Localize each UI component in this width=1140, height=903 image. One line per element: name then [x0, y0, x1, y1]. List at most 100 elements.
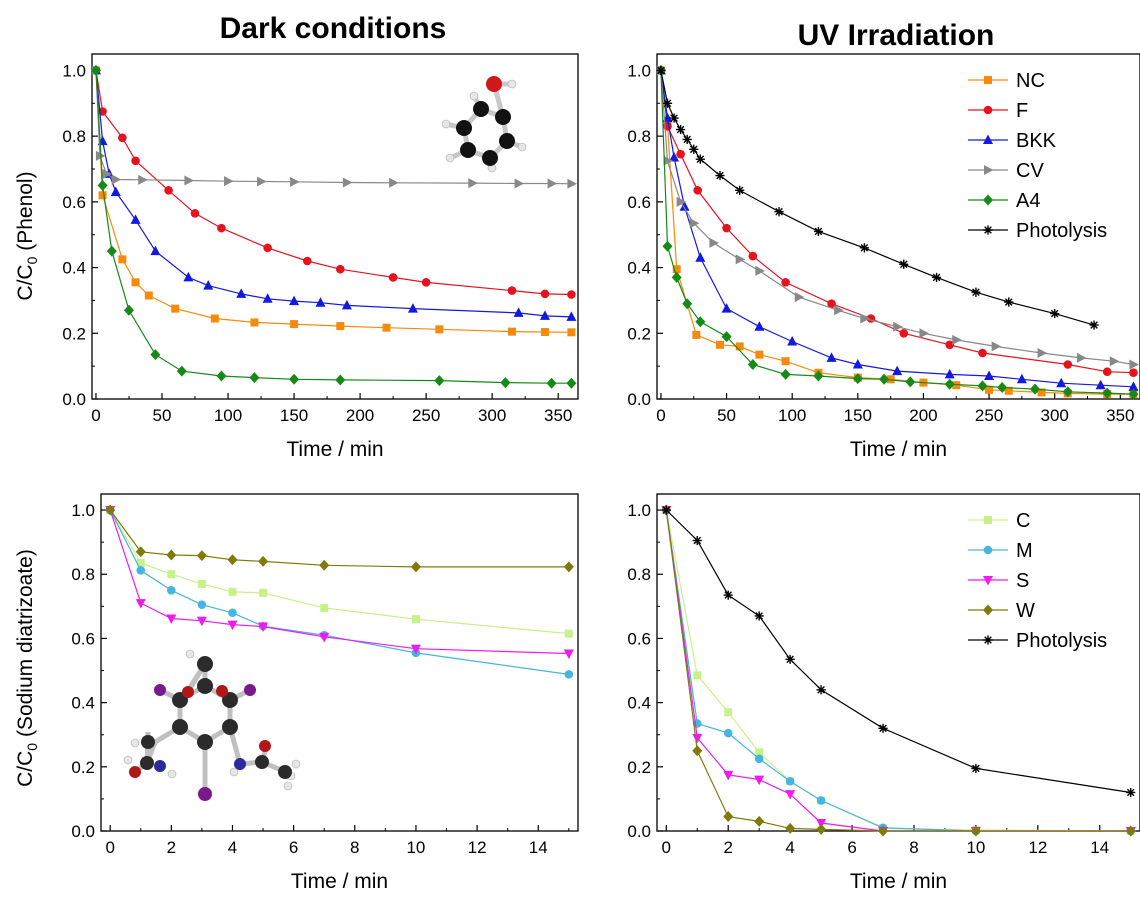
data-point [662, 98, 673, 108]
data-point [290, 176, 300, 187]
data-point [216, 370, 227, 382]
data-point [689, 144, 699, 154]
y-tick-label: 0.0 [627, 822, 651, 841]
plot-frame [91, 53, 579, 400]
data-point [166, 614, 177, 625]
data-point [672, 265, 681, 274]
data-point [671, 271, 682, 283]
x-tick-label: 6 [289, 838, 298, 857]
data-point [564, 670, 574, 679]
data-point [952, 381, 961, 390]
data-point [859, 243, 869, 253]
data-point [540, 327, 549, 336]
x-axis-label: Time / min [850, 870, 947, 893]
data-point [695, 316, 706, 328]
series-line [109, 509, 569, 568]
data-point [755, 350, 764, 359]
data-point [945, 340, 954, 350]
x-tick-label: 50 [717, 406, 736, 425]
y-tick-label: 0.6 [627, 629, 651, 648]
data-point [335, 264, 345, 274]
data-point [781, 357, 790, 366]
series-cv [91, 65, 577, 189]
data-point [1095, 379, 1106, 390]
series-c [662, 506, 1135, 835]
x-tick-label: 0 [662, 838, 671, 857]
data-point [984, 370, 995, 380]
x-tick-label: 100 [214, 406, 242, 425]
data-point [676, 196, 687, 207]
legend-label: M [1016, 540, 1033, 562]
x-tick-label: 300 [1041, 406, 1069, 425]
data-point [130, 214, 141, 224]
series-nc [91, 66, 576, 337]
data-point [566, 377, 577, 389]
x-tick-label: 250 [412, 406, 440, 425]
data-point [434, 375, 445, 387]
data-point [893, 321, 903, 332]
data-point [547, 178, 558, 189]
data-point [971, 287, 981, 297]
data-point [217, 223, 226, 233]
plot-frame [100, 493, 579, 832]
plots-layer: 0 50 100 150 200 250 300 3500.00.20.40.60.81.0T… [62, 53, 1140, 893]
data-point [1089, 320, 1099, 330]
data-point [852, 359, 863, 369]
data-point [227, 554, 238, 566]
data-point [227, 620, 238, 631]
data-point [105, 504, 116, 516]
data-point [780, 368, 791, 380]
data-point [228, 587, 237, 596]
y-tick-label: 1.0 [627, 501, 651, 520]
data-point [689, 218, 700, 229]
data-point [566, 311, 577, 321]
plot-frame [656, 53, 1140, 400]
y-tick-label: 0.2 [627, 324, 651, 343]
x-tick-label: 200 [909, 406, 937, 425]
series-line [665, 509, 1131, 832]
data-point [899, 328, 909, 338]
series-line [660, 70, 1134, 366]
data-point [150, 245, 161, 256]
x-tick-label: 10 [966, 838, 985, 857]
data-point [723, 590, 733, 600]
series-line [665, 509, 1131, 832]
x-tick-label: 14 [1090, 838, 1109, 857]
data-point [1076, 352, 1087, 363]
data-point [952, 334, 962, 345]
series-s [105, 506, 574, 660]
data-point [944, 368, 955, 379]
legend-label: Photolysis [1016, 220, 1107, 242]
data-point [302, 256, 312, 266]
data-point [693, 671, 702, 680]
y-tick-label: 0.0 [71, 822, 95, 841]
panel-top-left: 0 50 100 150 200 250 300 350 0.0 0.2 0.4 0.6 0.8 1.0 T… [62, 53, 579, 461]
data-point [289, 295, 300, 306]
data-point [816, 823, 827, 835]
data-point [971, 763, 981, 774]
data-point [320, 603, 329, 612]
data-point [709, 237, 719, 248]
legend-label: NC [1016, 70, 1045, 92]
data-point [1102, 387, 1113, 399]
data-point [669, 113, 679, 123]
x-axis-label: Time / min [286, 438, 383, 461]
data-point [878, 825, 889, 837]
x-axis-label: Time / min [291, 870, 388, 893]
data-point [735, 342, 744, 351]
series-cv [656, 65, 1139, 370]
data-point [564, 629, 573, 638]
legend-marker [983, 134, 993, 144]
data-point [319, 632, 330, 643]
data-point [171, 304, 180, 313]
y-tick-label: 0.6 [71, 629, 95, 648]
data-point [695, 154, 705, 164]
data-point [754, 754, 764, 764]
x-tick-label: 8 [350, 838, 359, 857]
data-point [692, 745, 703, 757]
data-point [1062, 386, 1073, 398]
data-point [421, 278, 431, 287]
series-photolysis [661, 505, 1136, 798]
ylabel-phenol: C/C0 (Phenol) [14, 171, 40, 300]
